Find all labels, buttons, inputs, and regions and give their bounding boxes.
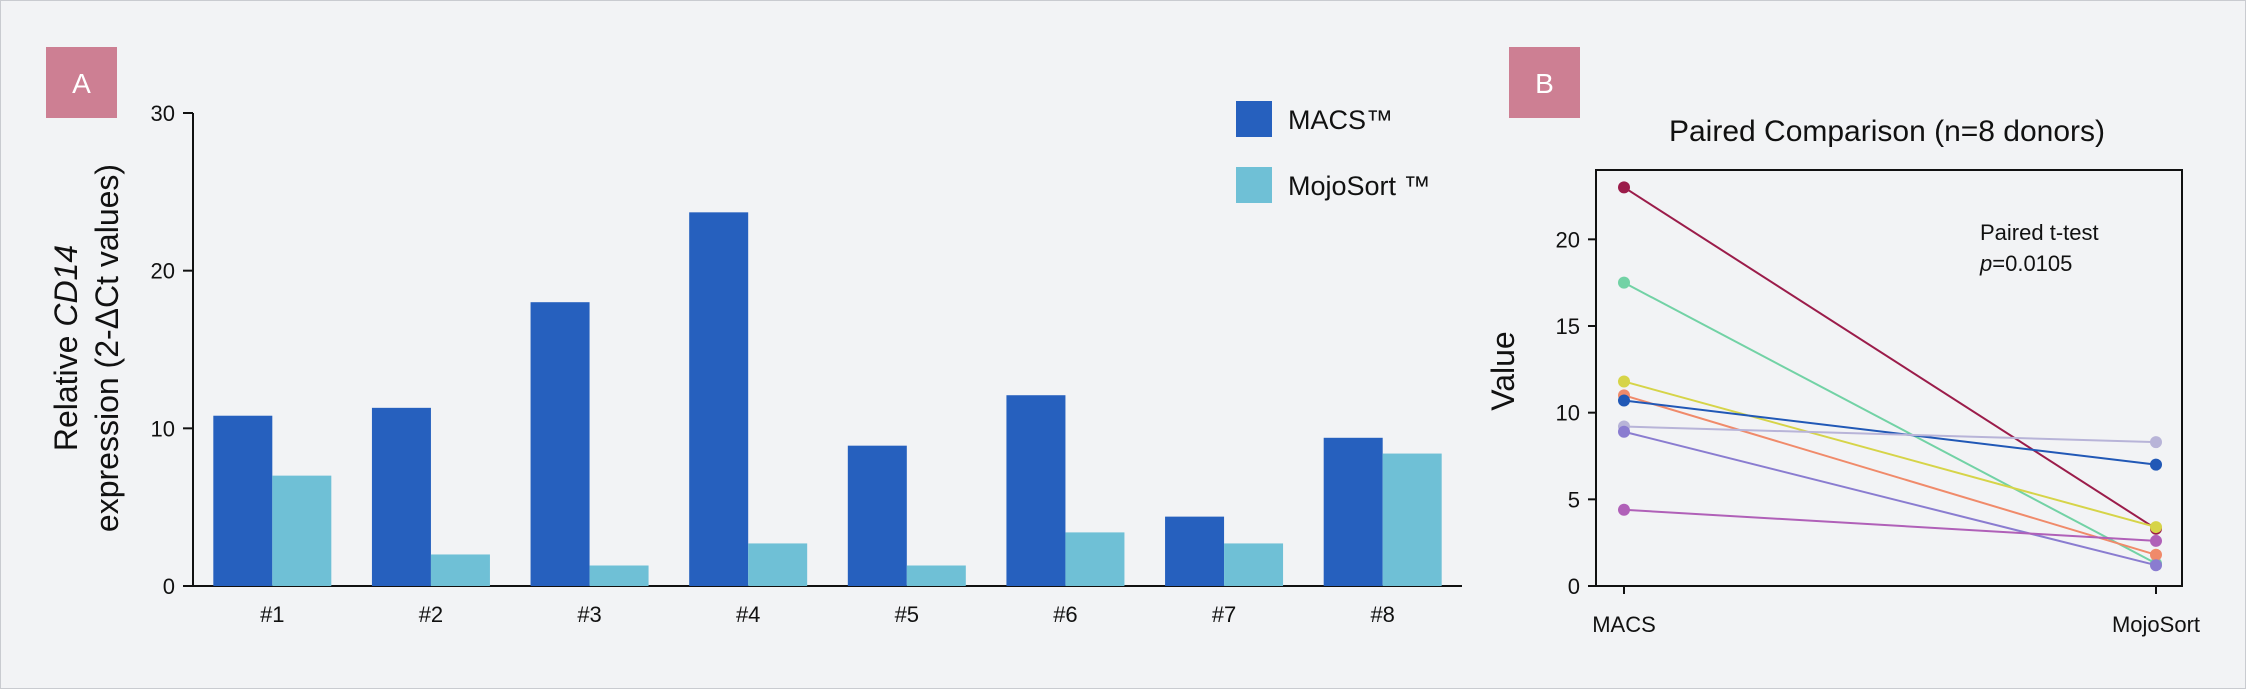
paired-chart-title: Paired Comparison (n=8 donors)	[1669, 115, 2105, 148]
bar-mojosort-1	[272, 475, 332, 586]
bar-macs-7	[1165, 516, 1225, 586]
donor-line-5	[1623, 399, 2157, 466]
bar-macs-4	[689, 212, 749, 586]
paired-chart-y-tick-label: 10	[1556, 401, 1580, 426]
bar-chart-y-tick-label: 30	[151, 101, 175, 126]
bar-chart-x-tick-label: #4	[736, 602, 760, 627]
legend-swatch-macs	[1236, 101, 1272, 137]
paired-chart-annotation: Paired t-test p=0.0105	[1979, 220, 2099, 276]
paired-chart-y-tick-label: 0	[1568, 574, 1580, 599]
panel-b-badge-bg	[1509, 47, 1580, 118]
paired-chart-y-tick-label: 5	[1568, 487, 1580, 512]
paired-chart-x-ticks: MACS MojoSort	[1592, 586, 2200, 637]
donor-point-macs-8	[1618, 503, 1630, 516]
panel-a-label: A	[72, 68, 91, 99]
donor-point-mojosort-5	[2150, 458, 2162, 471]
bar-mojosort-2	[430, 554, 490, 586]
bar-chart-y-tick-label: 20	[151, 259, 175, 284]
donor-line-7	[1623, 430, 2157, 567]
bar-chart: 0 10 20 30 #1 #2 #3 #4 #5 #6 #7 #8 Relative CD14 e…	[48, 101, 1462, 627]
bar-chart-x-tick-label: #8	[1370, 602, 1394, 627]
paired-chart-y-label: Value	[1485, 331, 1521, 410]
paired-chart-lines	[1618, 181, 2162, 572]
donor-line-4	[1623, 394, 2157, 556]
donor-point-macs-3	[1618, 375, 1630, 388]
bar-mojosort-7	[1224, 543, 1284, 586]
bar-macs-3	[530, 302, 590, 586]
panel-b-badge: B	[1509, 47, 1580, 118]
bar-macs-8	[1323, 437, 1383, 586]
bar-chart-y-label-line2: expression (2-ΔCt values)	[89, 164, 125, 532]
donor-line-8	[1623, 508, 2157, 542]
bar-chart-bars	[213, 212, 1442, 586]
bar-chart-legend: MACS™ MojoSort ™	[1236, 101, 1431, 203]
bar-mojosort-6	[1065, 532, 1125, 586]
bar-chart-x-tick-label: #2	[419, 602, 443, 627]
bar-macs-2	[371, 407, 431, 586]
donor-point-mojosort-3	[2150, 521, 2162, 534]
bar-chart-y-ticks: 0 10 20 30	[151, 101, 193, 599]
paired-chart-y-tick-label: 20	[1556, 227, 1580, 252]
donor-point-mojosort-4	[2150, 548, 2162, 561]
bar-macs-1	[213, 415, 273, 586]
bar-chart-y-label-line1: Relative CD14	[48, 245, 84, 451]
donor-point-macs-5	[1618, 394, 1630, 407]
bar-chart-y-tick-label: 10	[151, 416, 175, 441]
bar-macs-6	[1006, 395, 1066, 586]
donor-point-mojosort-8	[2150, 534, 2162, 547]
bar-mojosort-4	[748, 543, 808, 586]
donor-point-mojosort-6	[2150, 436, 2162, 449]
paired-chart-y-ticks: 0 5 10 15 20	[1556, 227, 1596, 599]
annotation-test-name: Paired t-test	[1980, 220, 2099, 245]
legend-label-mojosort: MojoSort ™	[1288, 171, 1431, 201]
paired-chart-y-tick-label: 15	[1556, 314, 1580, 339]
paired-chart-x-tick-label: MACS	[1592, 612, 1656, 637]
bar-chart-x-tick-label: #3	[577, 602, 601, 627]
panel-a-badge: A	[46, 47, 117, 118]
bar-mojosort-5	[906, 565, 966, 586]
bar-chart-x-tick-label: #7	[1212, 602, 1236, 627]
bar-chart-y-tick-label: 0	[163, 574, 175, 599]
donor-line-2	[1623, 281, 2157, 565]
paired-chart: Paired Comparison (n=8 donors) 05101520 …	[1485, 115, 2200, 637]
donor-point-macs-1	[1618, 181, 1630, 194]
bar-chart-x-ticks: #1 #2 #3 #4 #5 #6 #7 #8	[260, 602, 1395, 627]
donor-point-mojosort-7	[2150, 559, 2162, 572]
legend-label-macs: MACS™	[1288, 105, 1393, 135]
annotation-p-value: p=0.0105	[1979, 251, 2072, 276]
donor-line-6	[1623, 425, 2157, 444]
bar-mojosort-8	[1382, 453, 1442, 586]
paired-chart-frame	[1595, 169, 2183, 587]
panel-b-label: B	[1535, 68, 1554, 99]
donor-line-1	[1623, 186, 2157, 530]
legend-swatch-mojosort	[1236, 167, 1272, 203]
donor-line-3	[1623, 380, 2157, 529]
donor-point-macs-7	[1618, 425, 1630, 438]
bar-chart-x-tick-label: #1	[260, 602, 284, 627]
bar-chart-x-tick-label: #6	[1053, 602, 1077, 627]
bar-chart-x-tick-label: #5	[895, 602, 919, 627]
bar-macs-5	[847, 445, 907, 586]
paired-chart-x-tick-label: MojoSort	[2112, 612, 2200, 637]
donor-point-macs-2	[1618, 276, 1630, 289]
panel-a-badge-bg	[46, 47, 117, 118]
bar-mojosort-3	[589, 565, 649, 586]
